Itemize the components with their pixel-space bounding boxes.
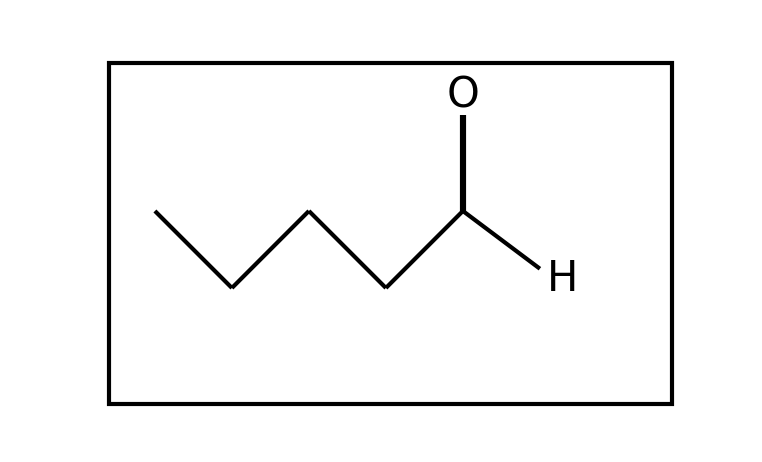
Text: O: O (447, 74, 479, 116)
Text: H: H (547, 258, 578, 300)
